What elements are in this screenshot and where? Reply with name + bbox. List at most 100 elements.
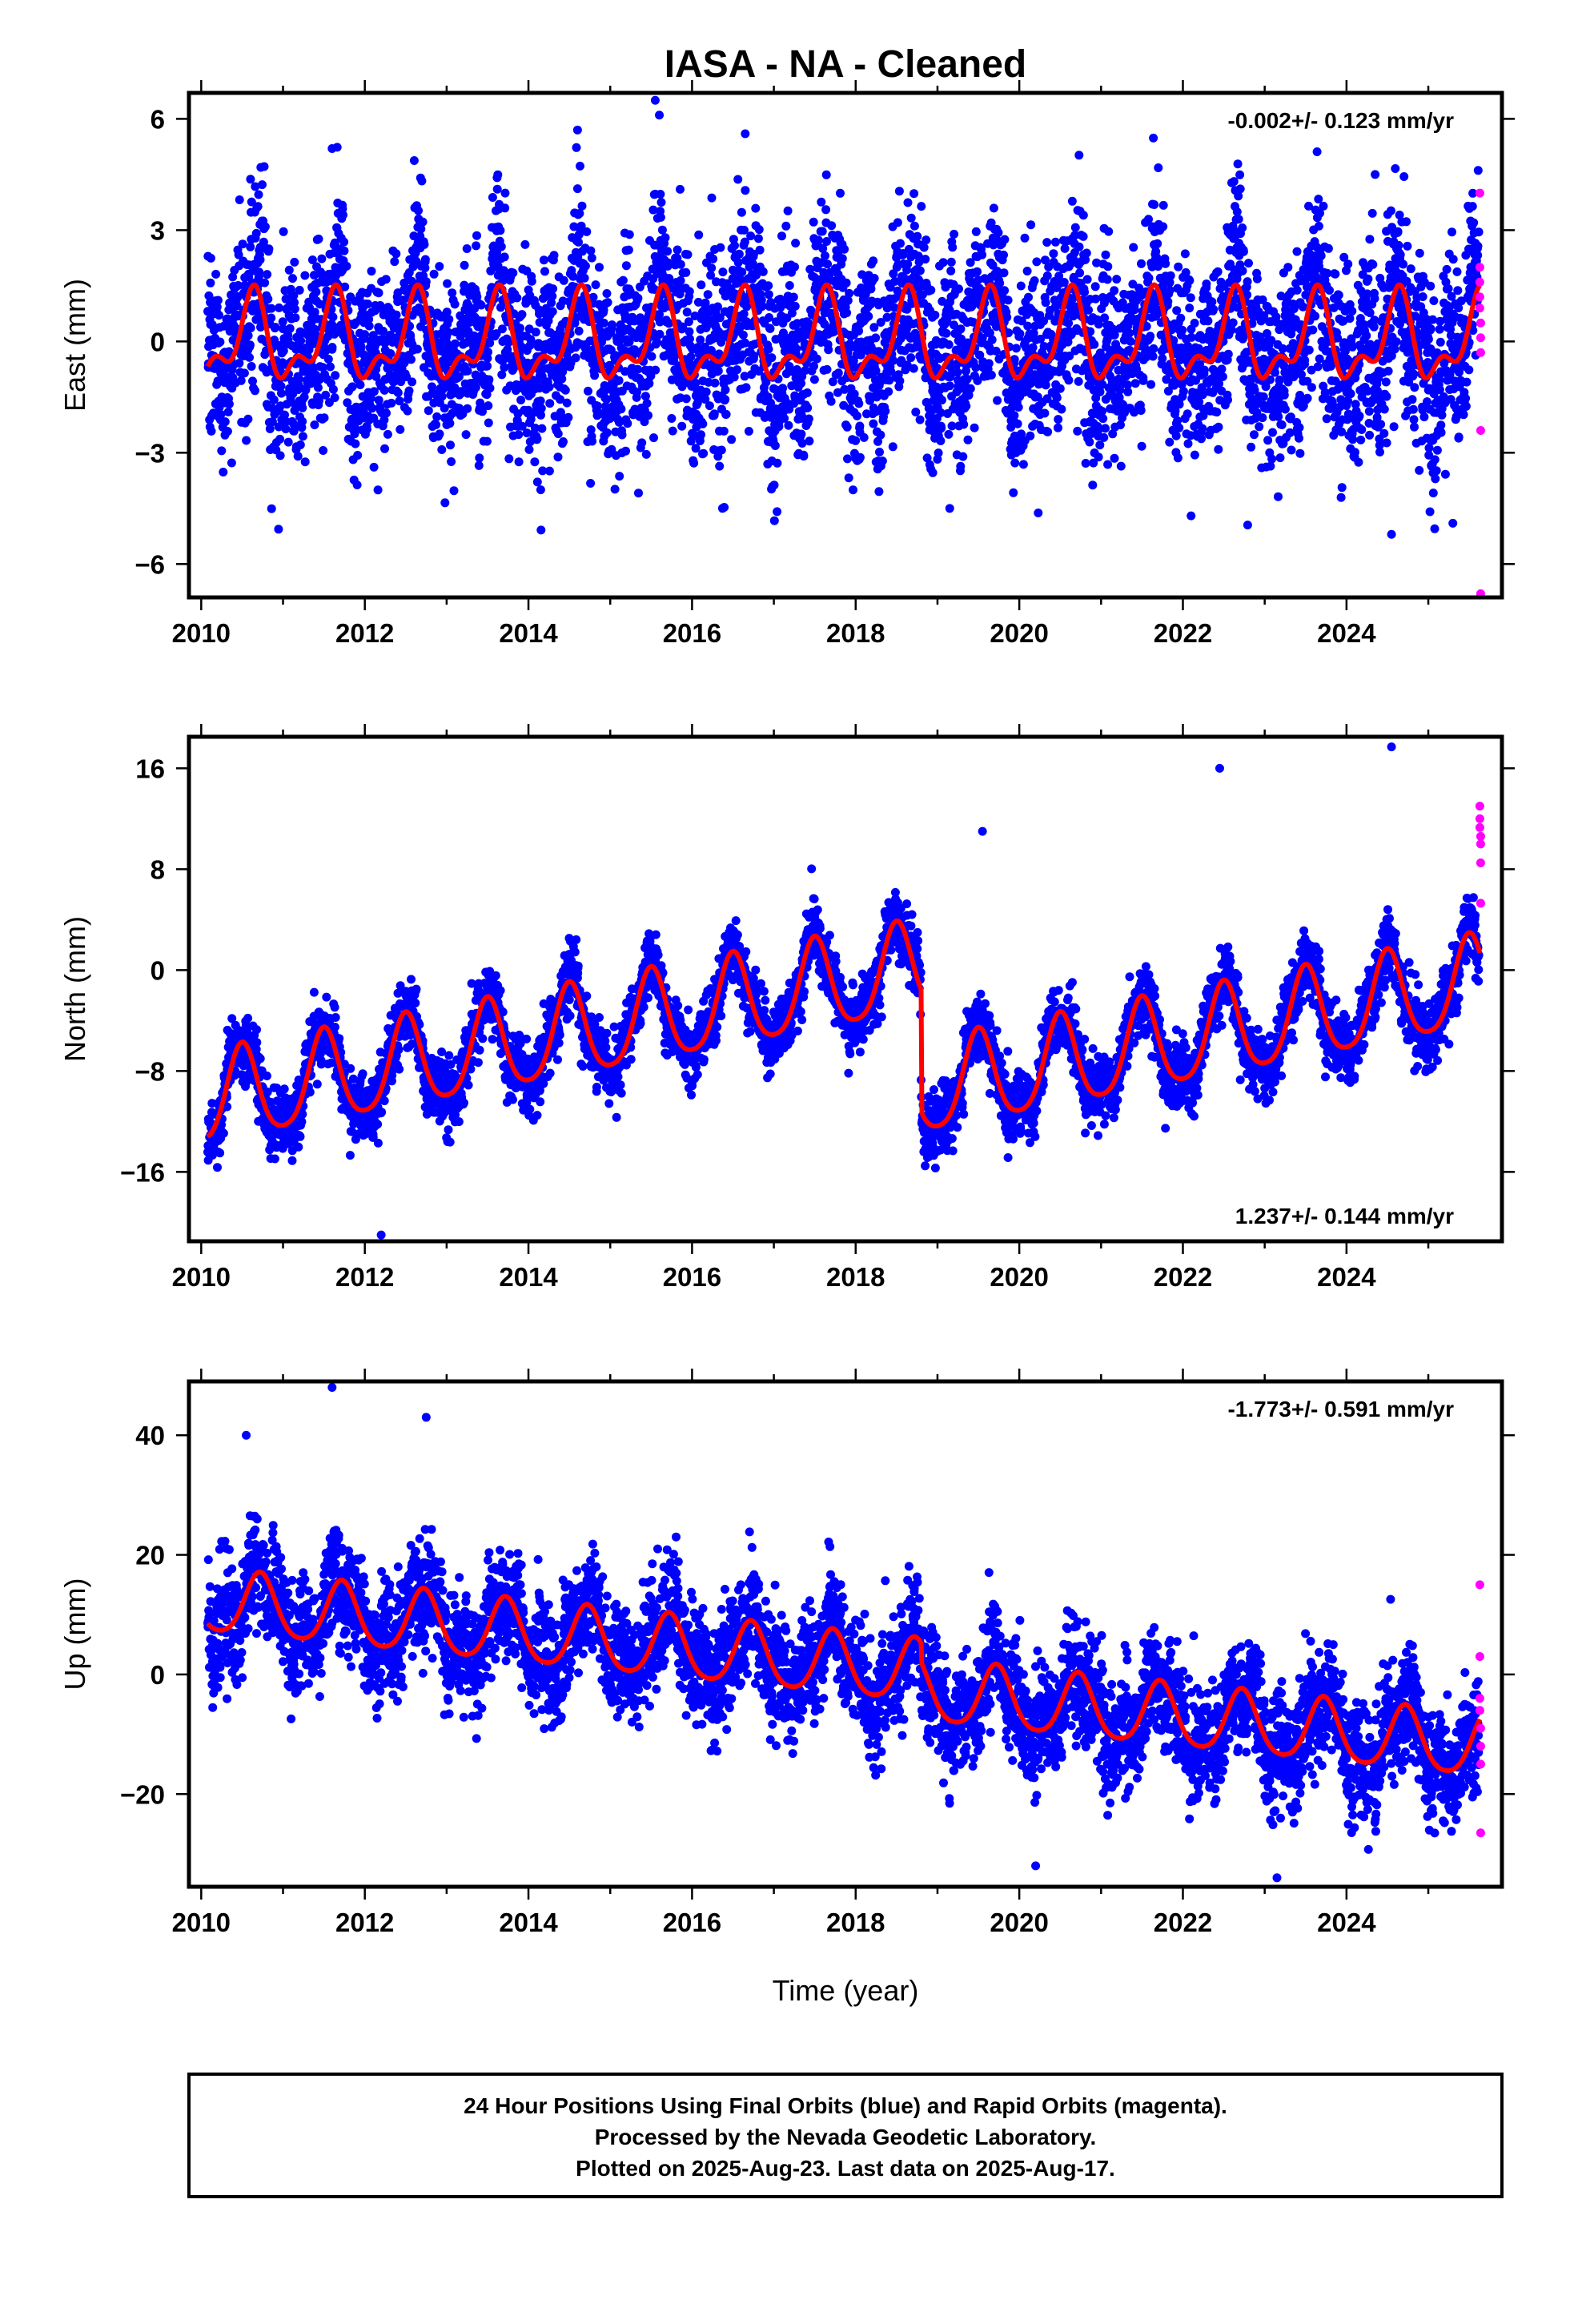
- final-point: [978, 250, 987, 259]
- final-point: [258, 180, 267, 190]
- final-point: [319, 446, 328, 455]
- final-point: [1223, 349, 1233, 359]
- final-point: [564, 412, 573, 422]
- final-point: [461, 430, 471, 440]
- final-point: [1199, 365, 1209, 375]
- final-point: [1214, 444, 1223, 454]
- final-point: [448, 288, 457, 298]
- final-point: [1123, 387, 1133, 396]
- final-point: [1331, 269, 1340, 279]
- final-point: [536, 396, 545, 406]
- final-point: [359, 350, 368, 360]
- final-point: [504, 338, 513, 348]
- final-point: [769, 480, 779, 490]
- final-point: [1343, 259, 1353, 269]
- final-point: [1110, 286, 1119, 296]
- final-point: [614, 376, 624, 385]
- final-point: [703, 290, 713, 300]
- final-point: [844, 473, 853, 483]
- final-point: [1074, 376, 1083, 386]
- final-point: [769, 516, 779, 525]
- final-point: [797, 429, 806, 439]
- final-point: [608, 320, 616, 330]
- final-point: [1348, 435, 1358, 444]
- final-point: [633, 364, 643, 374]
- final-point: [1202, 279, 1211, 288]
- final-point: [755, 245, 765, 255]
- final-point: [298, 416, 307, 426]
- final-point: [353, 451, 363, 460]
- final-point: [1244, 259, 1253, 268]
- final-point: [1212, 408, 1222, 417]
- final-point: [472, 231, 481, 240]
- final-point: [239, 368, 249, 378]
- final-point: [953, 368, 962, 377]
- final-point: [837, 254, 847, 263]
- final-point: [1165, 437, 1174, 447]
- final-point: [1267, 454, 1277, 464]
- final-point: [720, 503, 729, 512]
- final-point: [290, 304, 299, 314]
- final-point: [274, 525, 283, 534]
- final-point: [484, 375, 494, 384]
- final-point: [404, 386, 414, 396]
- final-point: [733, 175, 743, 184]
- final-point: [822, 364, 832, 374]
- final-point: [246, 175, 255, 184]
- final-point: [676, 275, 685, 285]
- final-point: [211, 269, 221, 279]
- final-point: [1334, 291, 1343, 300]
- final-point: [683, 250, 693, 259]
- final-point: [1313, 362, 1323, 372]
- final-point: [973, 267, 982, 276]
- final-point: [1214, 422, 1223, 432]
- final-point: [593, 401, 603, 411]
- final-point: [562, 398, 572, 408]
- final-point: [1080, 287, 1089, 297]
- final-point: [1014, 403, 1023, 412]
- final-point: [938, 396, 946, 405]
- final-point: [1368, 259, 1378, 269]
- final-point: [945, 381, 954, 391]
- final-point: [1283, 263, 1293, 272]
- final-point: [315, 396, 323, 405]
- final-point: [994, 228, 1003, 237]
- final-point: [213, 296, 223, 305]
- final-point: [670, 352, 679, 361]
- final-point: [432, 420, 441, 429]
- final-point: [1103, 262, 1113, 271]
- final-point: [293, 452, 303, 461]
- final-point: [437, 445, 447, 454]
- final-point: [548, 292, 557, 301]
- final-point: [691, 444, 701, 453]
- final-point: [421, 277, 431, 287]
- final-point: [251, 228, 261, 238]
- final-point: [485, 384, 495, 393]
- final-point: [928, 468, 938, 477]
- final-point: [574, 237, 583, 247]
- final-point: [1150, 200, 1159, 209]
- final-point: [937, 424, 946, 432]
- final-point: [966, 384, 975, 393]
- final-point: [1026, 431, 1035, 440]
- final-point: [463, 366, 472, 376]
- final-point: [1178, 387, 1188, 396]
- final-point: [475, 453, 484, 463]
- final-point: [1363, 386, 1372, 396]
- final-point: [1075, 268, 1085, 278]
- final-point: [228, 272, 238, 282]
- final-point: [1190, 450, 1199, 460]
- final-point: [681, 267, 691, 277]
- final-point: [707, 263, 717, 273]
- final-point: [1243, 521, 1252, 530]
- final-point: [668, 426, 677, 436]
- final-point: [383, 429, 392, 439]
- final-point: [693, 398, 702, 408]
- final-point: [921, 255, 930, 264]
- final-point: [634, 489, 643, 498]
- final-point: [911, 408, 921, 416]
- final-point: [537, 424, 547, 433]
- final-point: [1052, 393, 1062, 403]
- final-point: [295, 285, 304, 295]
- final-point: [1161, 259, 1170, 268]
